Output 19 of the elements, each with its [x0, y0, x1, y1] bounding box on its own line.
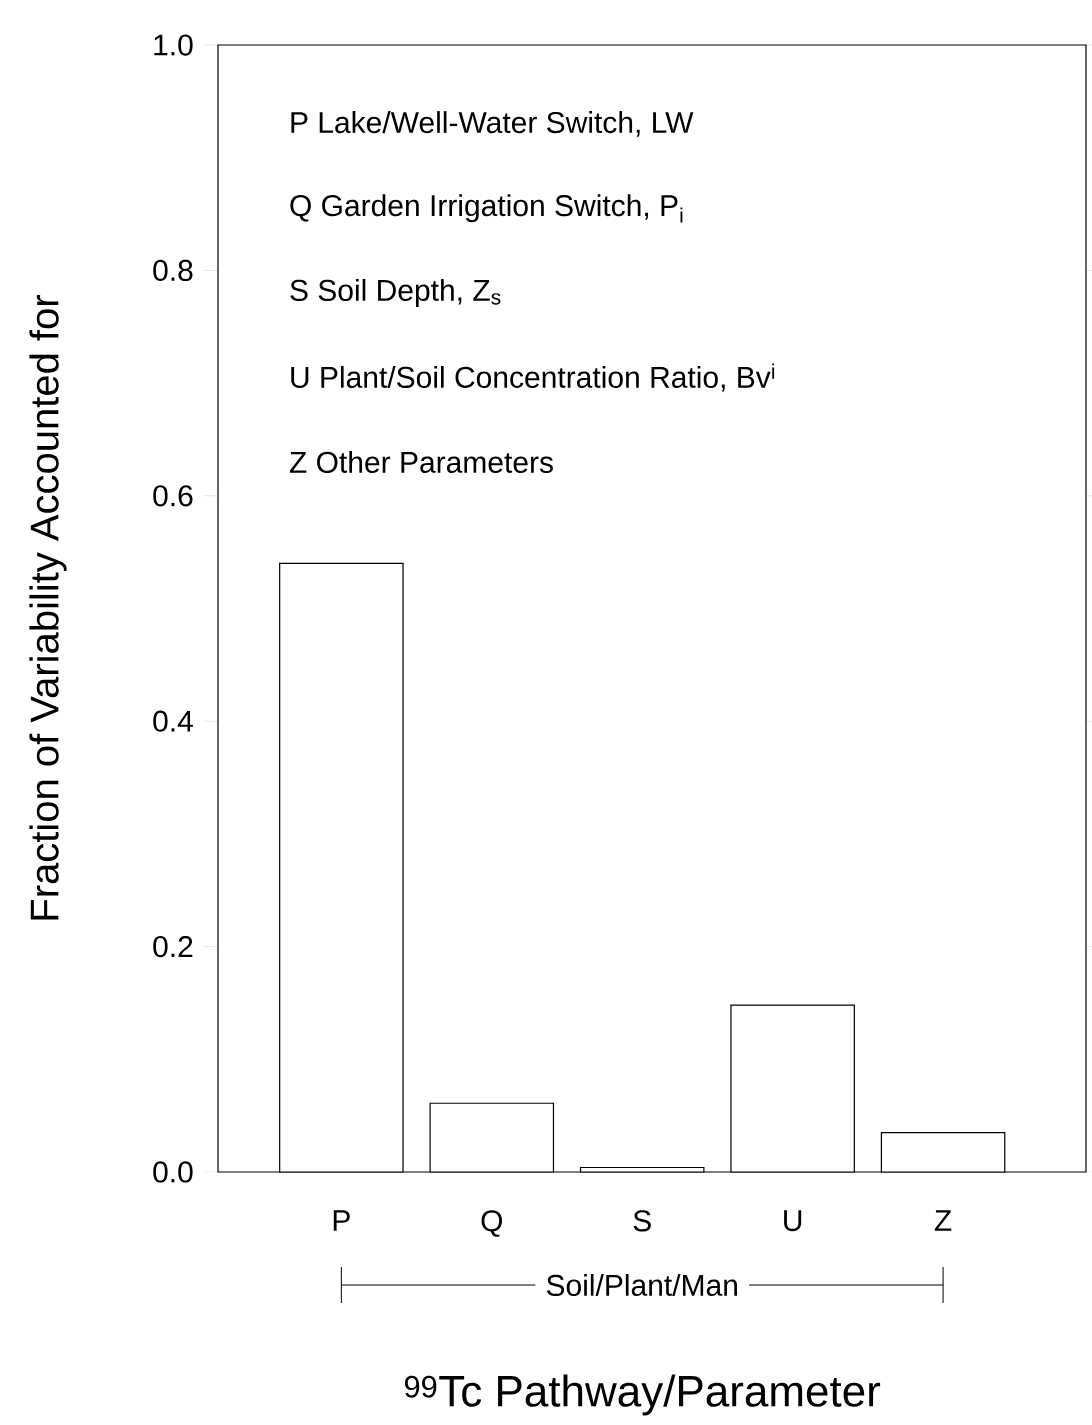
- y-tick-label: 0.0: [153, 1161, 193, 1183]
- y-tick-label: 0.4: [153, 710, 193, 732]
- annotation: Z Other Parameters: [289, 450, 553, 474]
- annotation: P Lake/Well-Water Switch, LW: [291, 111, 694, 137]
- x-tick-label: P: [333, 1210, 350, 1231]
- x-tick-label: U: [784, 1210, 802, 1232]
- y-tick-label: 0.6: [153, 485, 193, 507]
- y-tick-label: 0.2: [153, 935, 193, 958]
- y-axis-title: Fraction of Variability Accounted for: [29, 295, 67, 920]
- text: Soil/Plant/Man: [546, 1273, 737, 1297]
- x-tick-label: Z: [934, 1210, 952, 1231]
- annotation: U Plant/Soil Concentration Ratio, Bv$^{i}$: [291, 363, 775, 392]
- y-tick-label: 0.8: [153, 259, 193, 282]
- x-tick-label: Q: [481, 1210, 503, 1237]
- x-axis-title: $^{99}$Tc Pathway/Parameter: [404, 1374, 881, 1416]
- annotation: Q Garden Irrigation Switch, P$_{i}$: [290, 194, 683, 223]
- annotation: S Soil Depth, Z$_{s}$: [290, 278, 501, 307]
- x-tick-label: S: [633, 1210, 651, 1232]
- y-tick-label: 1.0: [154, 34, 193, 56]
